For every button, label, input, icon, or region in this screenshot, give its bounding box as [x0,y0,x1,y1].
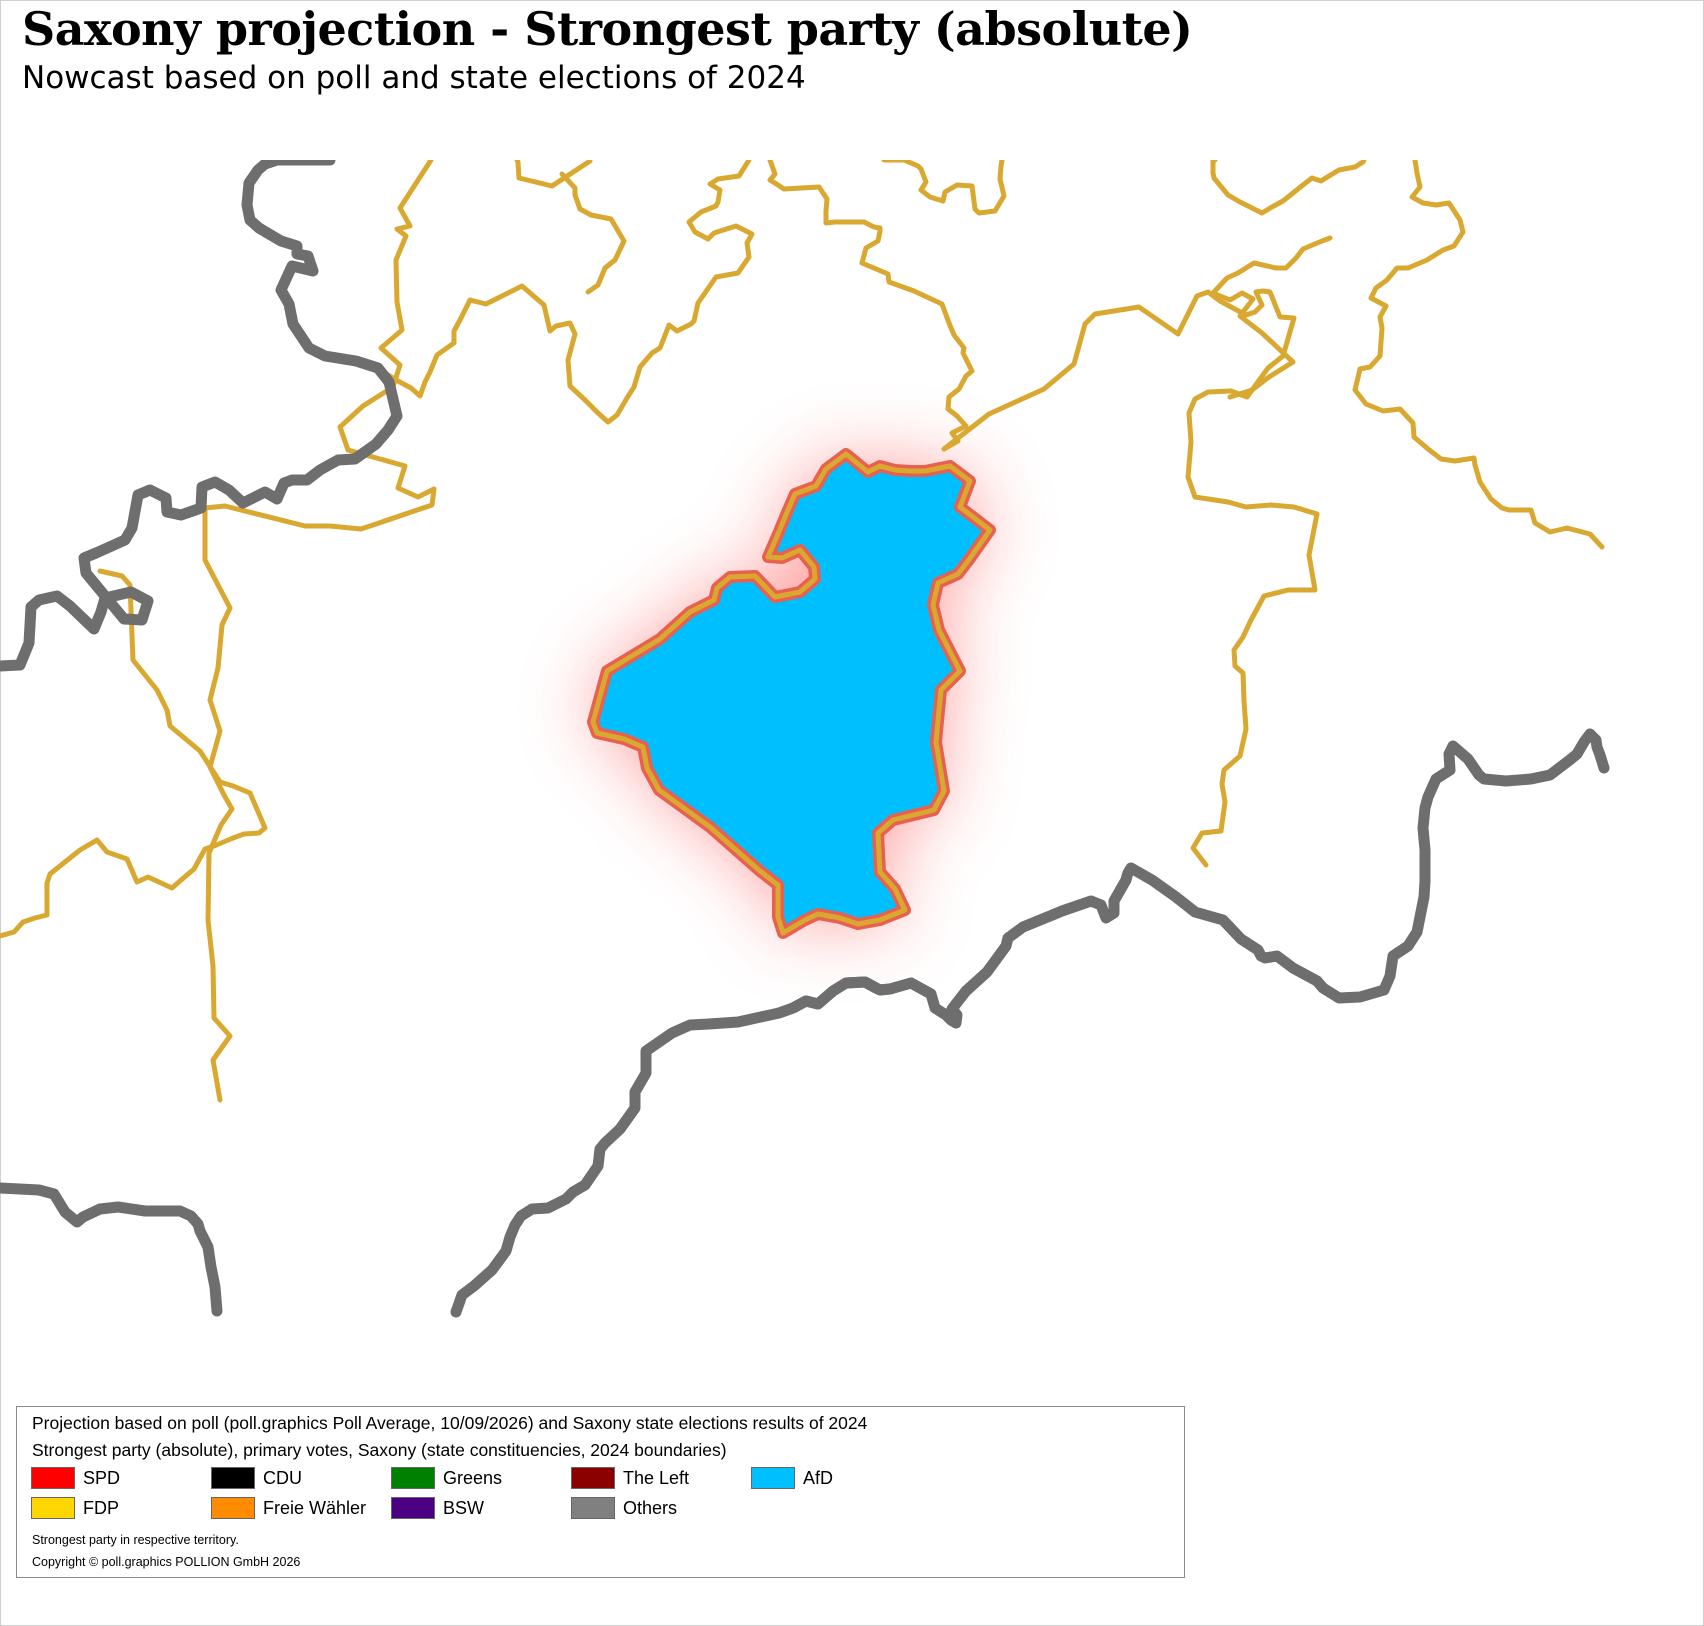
legend-label: The Left [623,1468,690,1488]
state-border-over-highlight [773,976,917,1019]
freie-waehler-swatch [211,1497,255,1519]
legend-label: AfD [803,1468,834,1488]
afd-constituency-border [590,451,993,936]
spd-swatch [31,1467,75,1489]
legend-note: Strongest party in respective territory. [32,1533,239,1547]
state-borders [0,160,1610,1318]
afd-swatch [751,1467,795,1489]
legend-label: BSW [443,1498,485,1518]
cdu-swatch [211,1467,255,1489]
afd-constituency[interactable] [587,448,996,939]
map-title: Saxony projection - Strongest party (abs… [22,2,1193,56]
copyright-note: Copyright © poll.graphics POLLION GmbH 2… [32,1555,301,1569]
legend: Projection based on poll (poll.graphics … [16,1406,1185,1578]
legend-description-line: Strongest party (absolute), primary vote… [32,1440,727,1460]
bsw-swatch [391,1497,435,1519]
constituency-borders [0,160,1605,1103]
constituency-map [0,160,1610,1318]
legend-label: Greens [443,1468,503,1488]
legend-label: CDU [263,1468,302,1488]
legend-label: SPD [83,1468,121,1488]
legend-label: FDP [83,1498,119,1518]
fdp-swatch [31,1497,75,1519]
legend-source-line: Projection based on poll (poll.graphics … [32,1413,868,1433]
greens-swatch [391,1467,435,1489]
others-swatch [571,1497,615,1519]
legend-label: Freie Wähler [263,1498,367,1518]
legend-label: Others [623,1498,678,1518]
map-subtitle: Nowcast based on poll and state election… [22,60,806,96]
the-left-swatch [571,1467,615,1489]
